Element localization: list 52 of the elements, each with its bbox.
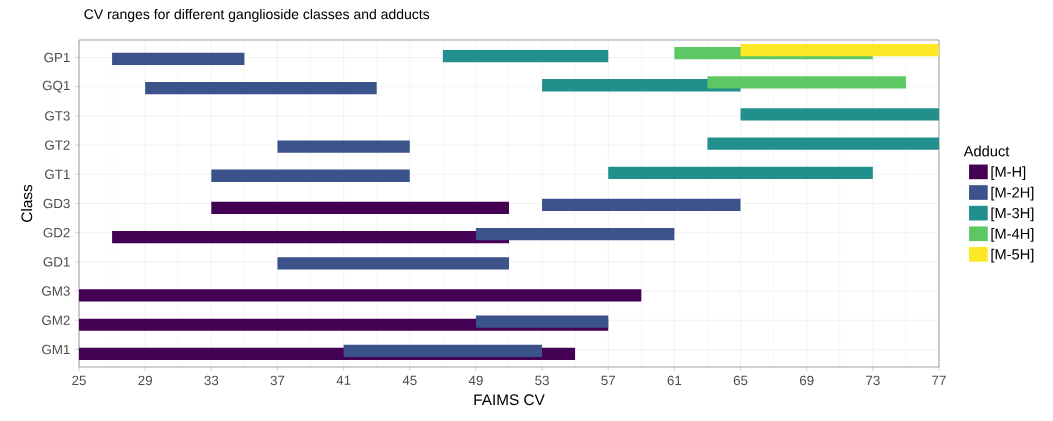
y-tick-label: GD1	[43, 257, 70, 267]
bar	[740, 108, 939, 121]
x-tick-label: 29	[138, 375, 152, 386]
bar	[707, 137, 939, 150]
y-tick-label: GM1	[42, 344, 70, 355]
bar	[145, 82, 377, 95]
bar	[442, 49, 609, 63]
y-tick-label: GT1	[45, 169, 70, 180]
legend-title: Adduct	[963, 145, 1010, 157]
bar	[112, 230, 509, 244]
bar	[475, 228, 675, 241]
bar	[277, 140, 410, 153]
bar	[112, 52, 245, 66]
x-tick-label: 25	[72, 375, 86, 386]
y-tick-label: GT2	[45, 140, 70, 150]
y-tick-label: GM3	[42, 286, 70, 296]
bar	[343, 344, 543, 358]
x-tick-label: 33	[204, 375, 219, 386]
x-tick-label: 61	[667, 375, 682, 386]
y-tick-label: GQ1	[42, 80, 70, 93]
legend-label: [M-3H]	[991, 207, 1034, 222]
bar	[475, 315, 609, 328]
y-tick-label: GP1	[44, 52, 70, 63]
bar	[277, 257, 509, 270]
x-tick-label: 45	[402, 375, 417, 385]
y-tick-label: GT3	[45, 111, 70, 121]
legend-label: [M-H]	[991, 166, 1026, 180]
y-tick-label: GD3	[43, 198, 70, 209]
x-axis-title: FAIMS CV	[474, 394, 545, 406]
legend-label: [M-4H]	[991, 228, 1034, 242]
y-tick-label: GM2	[42, 315, 70, 325]
bar	[79, 289, 642, 302]
bar	[211, 201, 509, 214]
x-tick-label: 41	[336, 375, 351, 385]
x-tick-label: 53	[535, 375, 549, 386]
bar	[740, 44, 939, 57]
y-tick-label: GD2	[43, 227, 70, 238]
legend-label: [M-5H]	[991, 248, 1034, 263]
y-axis-title: Class	[21, 184, 33, 222]
x-tick-label: 37	[270, 375, 285, 386]
bar	[707, 76, 906, 89]
bar	[608, 166, 873, 179]
bar	[211, 169, 410, 182]
x-tick-label: 65	[733, 375, 748, 386]
legend-label: [M-2H]	[991, 186, 1034, 201]
x-tick-label: 57	[601, 375, 615, 385]
bar	[542, 198, 741, 212]
x-tick-label: 69	[799, 375, 814, 386]
x-tick-label: 73	[866, 375, 880, 386]
x-tick-label: 49	[468, 375, 483, 386]
x-tick-label: 77	[932, 375, 946, 385]
chart-title: CV ranges for different ganglioside classes and adducts	[84, 8, 430, 22]
